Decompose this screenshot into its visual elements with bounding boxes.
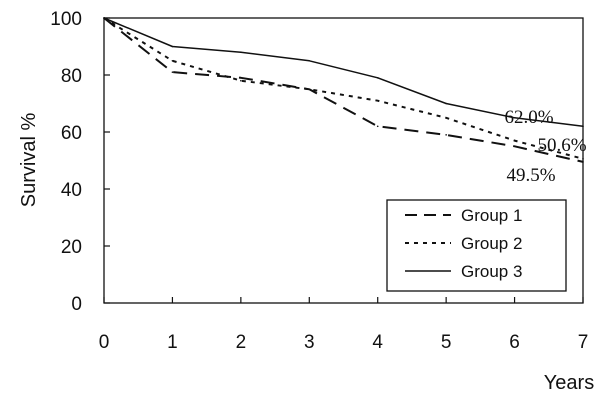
series-line-group-1 [103, 17, 584, 163]
annotation-group-3-end: 62.0% [504, 107, 553, 128]
data-point [308, 59, 311, 62]
data-point [171, 59, 174, 62]
data-point [240, 51, 242, 53]
x-tick-label: 5 [441, 332, 452, 353]
data-point [103, 17, 105, 19]
y-tick-label: 80 [61, 66, 82, 87]
series-line-group-3 [103, 17, 584, 128]
legend: Group 1 Group 2 Group 3 [386, 199, 567, 292]
x-tick-label: 6 [509, 332, 520, 353]
data-point [513, 139, 516, 142]
data-point [240, 77, 242, 79]
data-point [513, 116, 516, 119]
data-point [171, 45, 174, 48]
y-tick-label: 60 [61, 123, 82, 144]
data-point [582, 125, 584, 128]
legend-label-group-1: Group 1 [461, 206, 522, 225]
data-point [376, 99, 379, 102]
data-point [445, 102, 447, 105]
plot-area [103, 17, 584, 304]
legend-label-group-2: Group 2 [461, 234, 522, 253]
series-layer [103, 17, 584, 163]
x-axis-ticks: 0 1 2 3 4 5 6 7 [99, 297, 589, 353]
annotation-group-2-end: 50.6% [537, 135, 586, 156]
data-point [240, 79, 242, 82]
x-tick-label: 7 [578, 332, 589, 353]
x-tick-label: 1 [167, 332, 178, 353]
y-axis-ticks: 0 20 40 60 80 100 [50, 9, 110, 315]
y-tick-label: 40 [61, 180, 82, 201]
x-tick-label: 0 [99, 332, 110, 353]
data-point [445, 116, 447, 119]
data-point [308, 88, 311, 91]
data-point [582, 157, 584, 160]
y-tick-label: 100 [50, 9, 82, 30]
legend-label-group-3: Group 3 [461, 262, 522, 281]
data-point [376, 125, 379, 128]
y-tick-label: 20 [61, 237, 82, 258]
annotation-group-1-end: 49.5% [506, 165, 555, 186]
data-point [582, 161, 584, 163]
y-axis-label: Survival % [18, 113, 40, 208]
x-tick-label: 3 [304, 332, 315, 353]
series-line-group-2 [103, 17, 584, 160]
data-point [445, 134, 447, 136]
x-axis-label: Years [544, 372, 594, 394]
data-point [376, 77, 379, 79]
data-point [513, 145, 516, 148]
x-tick-label: 4 [372, 332, 383, 353]
y-tick-label: 0 [71, 294, 82, 315]
data-point [171, 71, 174, 73]
x-tick-label: 2 [236, 332, 247, 353]
